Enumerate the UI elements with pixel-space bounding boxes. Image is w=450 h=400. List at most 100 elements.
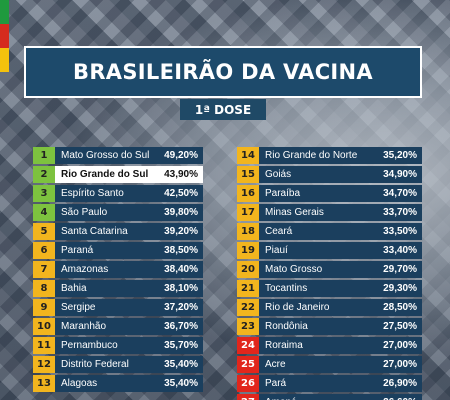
- ranking-cell: Ceará 33,50%: [259, 223, 422, 240]
- rank-badge: 18: [237, 223, 259, 240]
- ranking-cell: São Paulo 39,80%: [55, 204, 203, 221]
- vaccination-percentage: 38,10%: [164, 283, 198, 294]
- state-name: Sergipe: [61, 302, 96, 313]
- rank-badge: 19: [237, 242, 259, 259]
- vaccination-percentage: 43,90%: [164, 169, 198, 180]
- rank-badge: 11: [33, 337, 55, 354]
- ranking-cell: Sergipe 37,20%: [55, 299, 203, 316]
- state-name: Amazonas: [61, 264, 109, 275]
- rank-badge: 27: [237, 394, 259, 400]
- vaccination-percentage: 33,70%: [383, 207, 417, 218]
- rank-badge: 13: [33, 375, 55, 392]
- vaccination-percentage: 35,40%: [164, 359, 198, 370]
- ranking-cell: Bahia 38,10%: [55, 280, 203, 297]
- rank-badge: 23: [237, 318, 259, 335]
- state-name: Paraíba: [265, 188, 301, 199]
- state-name: Paraná: [61, 245, 94, 256]
- ranking-cell: Amapá 26,60%: [259, 394, 422, 400]
- ranking-cell: Roraima 27,00%: [259, 337, 422, 354]
- rank-badge: 8: [33, 280, 55, 297]
- vaccination-percentage: 27,00%: [383, 359, 417, 370]
- vaccination-percentage: 29,30%: [383, 283, 417, 294]
- state-name: Alagoas: [61, 378, 98, 389]
- state-name: Minas Gerais: [265, 207, 324, 218]
- ranking-row: 21 Tocantins 29,30%: [237, 280, 422, 297]
- ranking-cell: Paraíba 34,70%: [259, 185, 422, 202]
- ranking-cell: Rio Grande do Norte 35,20%: [259, 147, 422, 164]
- ranking-row: 19 Piauí 33,40%: [237, 242, 422, 259]
- rank-badge: 5: [33, 223, 55, 240]
- ranking-cell: Minas Gerais 33,70%: [259, 204, 422, 221]
- ranking-row: 18 Ceará 33,50%: [237, 223, 422, 240]
- vaccination-percentage: 39,80%: [164, 207, 198, 218]
- rank-badge: 6: [33, 242, 55, 259]
- ranking-row: 20 Mato Grosso 29,70%: [237, 261, 422, 278]
- flag-red-band: [0, 24, 9, 48]
- state-name: Mato Grosso do Sul: [61, 150, 150, 161]
- rank-badge: 2: [33, 166, 55, 183]
- ranking-cell: Goiás 34,90%: [259, 166, 422, 183]
- state-name: Pernambuco: [61, 340, 118, 351]
- vaccination-percentage: 35,20%: [383, 150, 417, 161]
- flag-yellow-band: [0, 48, 9, 72]
- vaccination-percentage: 33,50%: [383, 226, 417, 237]
- state-name: Tocantins: [265, 283, 308, 294]
- page-title: BRASILEIRÃO DA VACINA: [73, 60, 373, 84]
- rank-badge: 17: [237, 204, 259, 221]
- state-name: São Paulo: [61, 207, 108, 218]
- state-name: Ceará: [265, 226, 293, 237]
- vaccination-percentage: 36,70%: [164, 321, 198, 332]
- vaccination-percentage: 38,40%: [164, 264, 198, 275]
- ranking-cell: Paraná 38,50%: [55, 242, 203, 259]
- rank-badge: 22: [237, 299, 259, 316]
- ranking-cell: Rio Grande do Sul 43,90%: [55, 166, 203, 183]
- vaccination-percentage: 33,40%: [383, 245, 417, 256]
- vaccination-percentage: 35,40%: [164, 378, 198, 389]
- ranking-cell: Maranhão 36,70%: [55, 318, 203, 335]
- title-banner: BRASILEIRÃO DA VACINA: [24, 46, 422, 98]
- ranking-row: 15 Goiás 34,90%: [237, 166, 422, 183]
- ranking-row: 17 Minas Gerais 33,70%: [237, 204, 422, 221]
- rank-badge: 24: [237, 337, 259, 354]
- ranking-cell: Distrito Federal 35,40%: [55, 356, 203, 373]
- rank-badge: 12: [33, 356, 55, 373]
- state-name: Roraima: [265, 340, 303, 351]
- ranking-row: 24 Roraima 27,00%: [237, 337, 422, 354]
- ranking-row: 12 Distrito Federal 35,40%: [33, 356, 203, 373]
- ranking-row: 16 Paraíba 34,70%: [237, 185, 422, 202]
- state-name: Piauí: [265, 245, 288, 256]
- vaccination-percentage: 26,60%: [383, 397, 417, 400]
- vaccination-percentage: 42,50%: [164, 188, 198, 199]
- ranking-row: 10 Maranhão 36,70%: [33, 318, 203, 335]
- ranking-row: 27 Amapá 26,60%: [237, 394, 422, 400]
- state-name: Rio Grande do Norte: [265, 150, 358, 161]
- flag-green-band: [0, 0, 9, 24]
- ranking-row: 5 Santa Catarina 39,20%: [33, 223, 203, 240]
- state-name: Rondônia: [265, 321, 308, 332]
- ranking-cell: Alagoas 35,40%: [55, 375, 203, 392]
- ranking-cell: Tocantins 29,30%: [259, 280, 422, 297]
- state-name: Amapá: [265, 397, 297, 400]
- rank-badge: 9: [33, 299, 55, 316]
- state-name: Espírito Santo: [61, 188, 124, 199]
- vaccination-percentage: 34,90%: [383, 169, 417, 180]
- ranking-row: 26 Pará 26,90%: [237, 375, 422, 392]
- state-name: Rio Grande do Sul: [61, 169, 149, 180]
- ranking-row: 1 Mato Grosso do Sul 49,20%: [33, 147, 203, 164]
- ranking-cell: Santa Catarina 39,20%: [55, 223, 203, 240]
- ranking-row: 23 Rondônia 27,50%: [237, 318, 422, 335]
- rank-badge: 21: [237, 280, 259, 297]
- vaccination-percentage: 37,20%: [164, 302, 198, 313]
- ranking-cell: Rondônia 27,50%: [259, 318, 422, 335]
- rank-badge: 14: [237, 147, 259, 164]
- vaccination-percentage: 39,20%: [164, 226, 198, 237]
- rank-badge: 25: [237, 356, 259, 373]
- rank-badge: 15: [237, 166, 259, 183]
- ranking-cell: Mato Grosso do Sul 49,20%: [55, 147, 203, 164]
- dose-label: 1ª DOSE: [180, 99, 266, 120]
- ranking-cell: Pernambuco 35,70%: [55, 337, 203, 354]
- state-name: Santa Catarina: [61, 226, 128, 237]
- vaccination-percentage: 34,70%: [383, 188, 417, 199]
- state-name: Rio de Janeiro: [265, 302, 330, 313]
- ranking-row: 8 Bahia 38,10%: [33, 280, 203, 297]
